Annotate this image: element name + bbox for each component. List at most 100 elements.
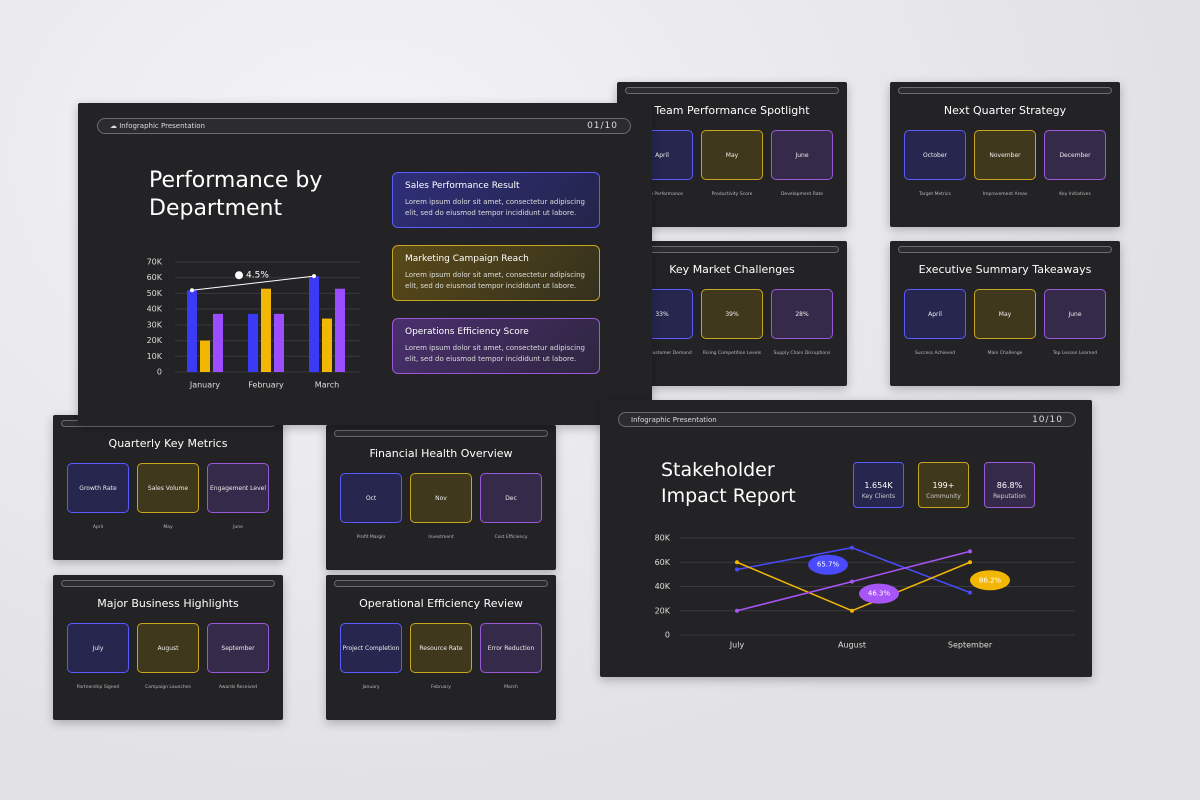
stat-card: 86.8% Reputation [984, 462, 1035, 508]
y-tick-label: 10K [147, 352, 163, 361]
annotation-icon [235, 271, 243, 280]
stat-card: 1.654K Key Clients [853, 462, 904, 508]
y-tick-label: 70K [147, 258, 163, 267]
caption: Productivity Score [711, 192, 753, 197]
x-tick-label: February [248, 381, 284, 390]
x-tick-label: July [729, 641, 745, 650]
caption: Key Initiatives [1059, 192, 1091, 197]
item-card: July [67, 623, 129, 673]
card-title: Sales Performance Result [405, 181, 520, 191]
item-card: Resource Rate [410, 623, 472, 673]
card-text: Lorem ipsum dolor sit amet, consectetur … [405, 271, 585, 290]
caption: Target Metrics [919, 192, 951, 197]
bar [213, 313, 223, 372]
item-card: May [701, 130, 763, 180]
caption: Success Achieved [914, 351, 956, 356]
caption: June [233, 525, 243, 530]
series-line [736, 546, 971, 594]
header-text: ☁ Infographic Presentation [110, 122, 205, 130]
x-tick-label: March [315, 381, 339, 390]
caption: Improvement Areas [982, 192, 1028, 197]
item-card: Error Reduction [480, 623, 542, 673]
header-bar [625, 87, 839, 94]
caption: Team Performance [641, 192, 683, 197]
x-tick-label: August [838, 641, 866, 650]
caption: Campaign Launches [145, 685, 191, 690]
bar [248, 313, 258, 372]
line-chart: 0 20K 40K 60K 80K July August September 65.7% 46.… [655, 534, 1075, 650]
small-slide: Financial Health Overview Oct Nov Dec Profit… [326, 425, 556, 570]
header-bar: Infographic Presentation 10/10 [618, 412, 1076, 427]
caption: May [163, 525, 173, 530]
caption: Investment [428, 535, 454, 540]
small-slide: Major Business Highlights July August Septe… [53, 575, 283, 720]
item-card: June [1044, 289, 1106, 339]
annotation: 86.2% [979, 576, 1002, 584]
point [735, 560, 739, 565]
point [850, 579, 854, 584]
caption: March [504, 685, 518, 690]
header-bar [898, 87, 1112, 94]
item-card: August [137, 623, 199, 673]
header-bar [898, 246, 1112, 253]
slide-title: Performance by Department [149, 168, 323, 221]
y-tick-label: 20K [147, 336, 163, 345]
slide-title: Major Business Highlights [97, 597, 239, 610]
bar [261, 288, 271, 372]
y-tick-label: 40K [655, 582, 671, 591]
point [850, 545, 854, 550]
caption: January [362, 685, 380, 690]
stat-label: Community [926, 493, 961, 500]
header-bar [334, 580, 548, 587]
bar [309, 276, 319, 372]
y-tick-label: 20K [655, 606, 671, 615]
small-slide: Executive Summary Takeaways April May June S… [890, 241, 1120, 386]
stat-label: Key Clients [861, 493, 896, 500]
header-bar [625, 246, 839, 253]
caption: Profit Margin [356, 535, 386, 540]
page-number: 01/10 [587, 121, 618, 131]
y-tick-label: 0 [157, 368, 162, 377]
annotation: 4.5% [246, 271, 269, 281]
point [735, 608, 739, 613]
item-card: 28% [771, 289, 833, 339]
small-slide: Quarterly Key Metrics Growth Rate Sales Vo… [53, 415, 283, 560]
point [735, 567, 739, 572]
caption: Rising Competition Levels [702, 351, 762, 356]
page-number: 10/10 [1032, 414, 1063, 425]
y-tick-label: 50K [147, 289, 163, 298]
header-label: Infographic Presentation [119, 122, 205, 130]
bar [274, 313, 284, 372]
annotation-bubble [859, 583, 899, 604]
caption: Awards Received [218, 685, 258, 690]
bar [187, 290, 197, 372]
caption: Cost Efficiency [494, 535, 528, 540]
stat-value: 86.8% [996, 481, 1023, 490]
item-card: October [904, 130, 966, 180]
item-card: Engagement Level [207, 463, 269, 513]
item-card: April [904, 289, 966, 339]
annotation-bubble [808, 554, 848, 575]
stat-value: 199+ [932, 481, 955, 490]
slide-title: Quarterly Key Metrics [108, 437, 228, 450]
header-bar: ☁ Infographic Presentation 01/10 [97, 118, 631, 134]
small-slide: Key Market Challenges 33% 39% 28% Shift in C… [617, 241, 847, 386]
caption: Shift in Customer Demand [632, 351, 692, 356]
slide-title: Key Market Challenges [669, 263, 795, 276]
item-card: 39% [701, 289, 763, 339]
annotation-bubble [970, 570, 1010, 591]
caption: Main Challenge [987, 351, 1023, 356]
point [850, 608, 854, 613]
bar [335, 288, 345, 372]
annotation: 46.3% [868, 590, 891, 598]
small-slide: Next Quarter Strategy October November Dece… [890, 82, 1120, 227]
bar-chart: 0 10K 20K 30K 40K 50K 60K 70K January February Mar… [147, 258, 360, 390]
slide-performance: ☁ Infographic Presentation 01/10 Perform… [78, 103, 652, 425]
item-card: June [771, 130, 833, 180]
item-card: Growth Rate [67, 463, 129, 513]
item-card: November [974, 130, 1036, 180]
slide-title: Next Quarter Strategy [943, 104, 1067, 117]
point [968, 560, 972, 565]
item-card: Nov [410, 473, 472, 523]
slide-title: Team Performance Spotlight [654, 104, 810, 117]
